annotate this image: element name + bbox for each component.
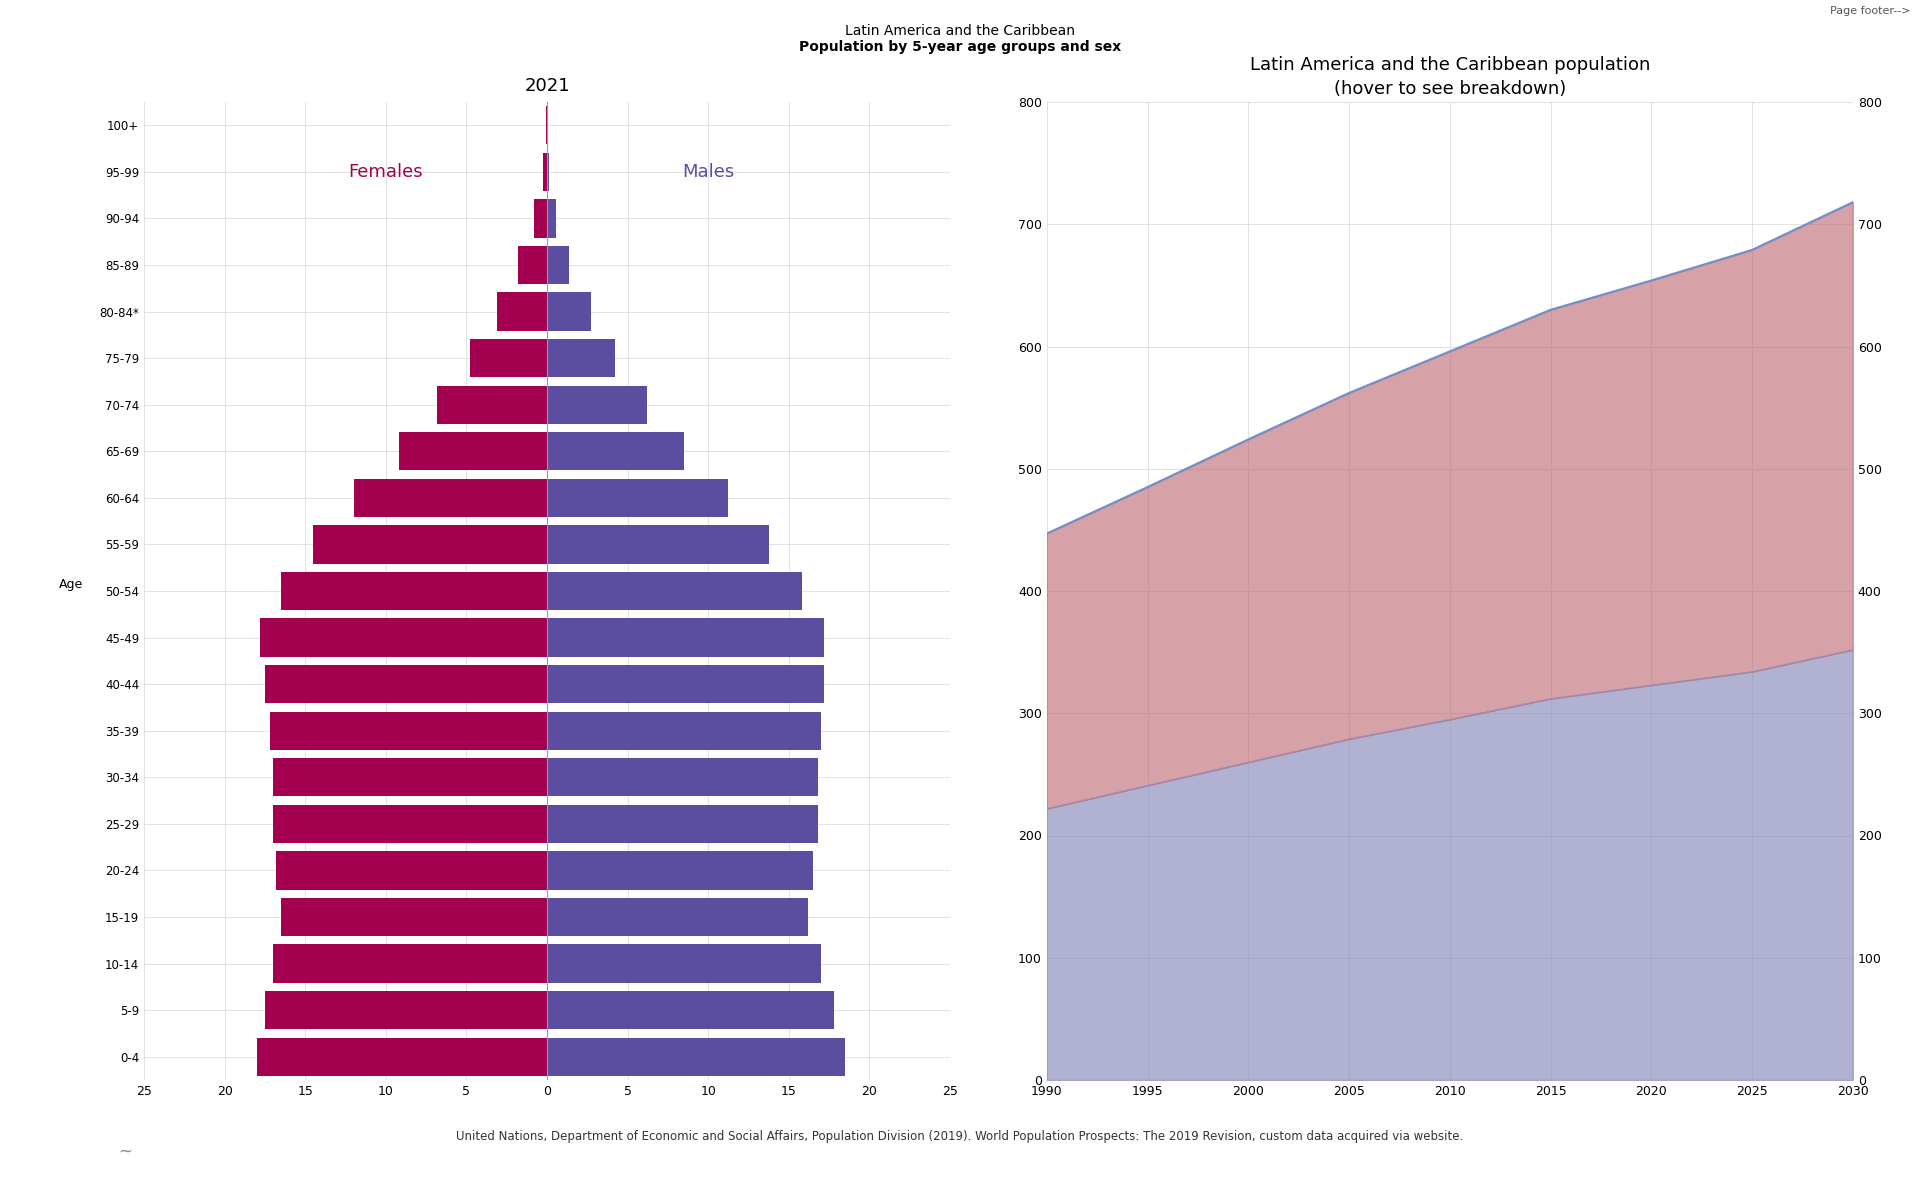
Bar (273, 805, 547, 842)
Bar (534, 199, 547, 238)
Bar (547, 618, 824, 656)
Bar (269, 712, 547, 750)
Bar (497, 293, 547, 331)
Bar (547, 991, 833, 1030)
Bar (547, 432, 684, 470)
Bar (273, 944, 547, 983)
Text: Males: Males (682, 163, 733, 181)
Bar (280, 898, 547, 936)
Bar (353, 479, 547, 517)
Bar (259, 618, 547, 656)
Bar (257, 1038, 547, 1076)
Text: Latin America and the Caribbean: Latin America and the Caribbean (845, 24, 1075, 38)
Bar (547, 712, 822, 750)
Bar (313, 526, 547, 564)
Bar (470, 340, 547, 377)
Bar (273, 758, 547, 797)
Bar (547, 293, 591, 331)
Bar (547, 851, 812, 889)
Bar (547, 152, 549, 191)
Bar (280, 572, 547, 610)
Bar (265, 991, 547, 1030)
Text: Population by 5-year age groups and sex: Population by 5-year age groups and sex (799, 40, 1121, 54)
Bar (547, 479, 728, 517)
Bar (547, 199, 557, 238)
Title: Latin America and the Caribbean population
(hover to see breakdown): Latin America and the Caribbean populati… (1250, 56, 1649, 97)
Bar (518, 246, 547, 284)
Bar (547, 572, 803, 610)
Bar (547, 246, 568, 284)
Bar (547, 665, 824, 703)
Bar (547, 758, 818, 797)
Bar (265, 665, 547, 703)
Bar (399, 432, 547, 470)
Bar (547, 526, 770, 564)
Bar (547, 385, 647, 424)
Bar (547, 805, 818, 842)
Text: ~: ~ (117, 1142, 132, 1160)
Bar (438, 385, 547, 424)
Bar (547, 944, 822, 983)
Text: United Nations, Department of Economic and Social Affairs, Population Division (: United Nations, Department of Economic a… (457, 1130, 1463, 1144)
Bar (547, 1038, 845, 1076)
Bar (547, 340, 614, 377)
Bar (276, 851, 547, 889)
Bar (547, 898, 808, 936)
Title: 2021: 2021 (524, 77, 570, 95)
Y-axis label: Age: Age (60, 578, 84, 590)
Bar (543, 152, 547, 191)
Text: Females: Females (349, 163, 422, 181)
Text: Page footer-->: Page footer--> (1830, 6, 1910, 16)
